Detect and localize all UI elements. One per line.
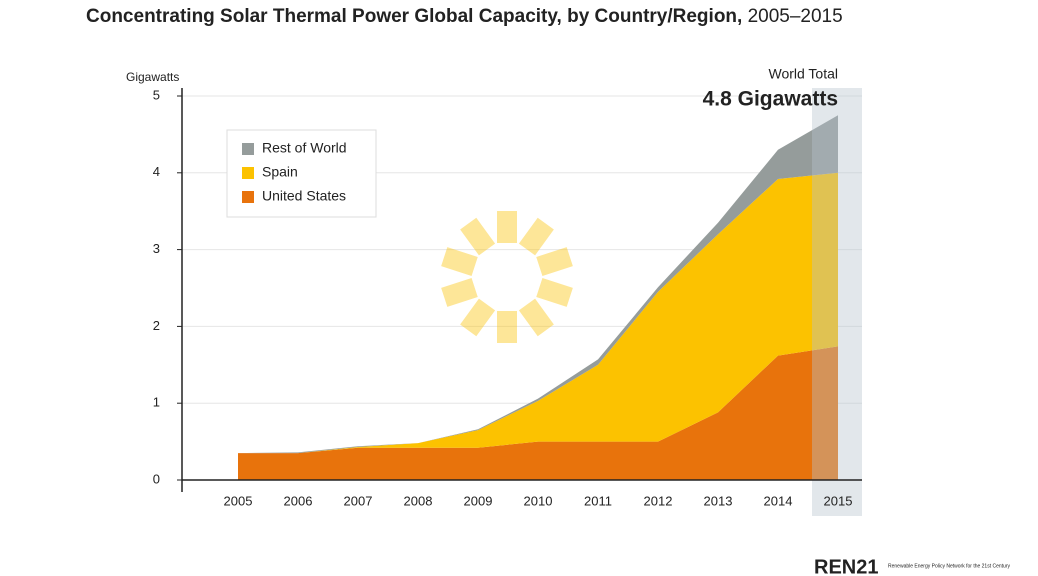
x-tick-label: 2011 — [584, 493, 612, 508]
x-tick-label: 2005 — [224, 493, 253, 508]
legend-swatch — [242, 167, 254, 179]
legend-swatch — [242, 191, 254, 203]
legend: Rest of World Spain United States — [242, 140, 347, 204]
legend-label: Spain — [262, 164, 298, 180]
legend-label: Rest of World — [262, 140, 347, 156]
x-tick-label: 2014 — [764, 493, 793, 508]
y-tick-label: 1 — [153, 395, 160, 410]
annotation-label: World Total — [768, 66, 838, 82]
chart-title: Concentrating Solar Thermal Power Global… — [86, 6, 843, 27]
x-tick-label: 2010 — [524, 493, 553, 508]
x-tick-label: 2015 — [824, 493, 853, 508]
highlight-band — [812, 88, 862, 516]
x-tick-label: 2013 — [704, 493, 733, 508]
x-tick-label: 2009 — [464, 493, 493, 508]
y-tick-label: 5 — [153, 87, 160, 102]
logo-caption: Renewable Energy Policy Network for the … — [888, 563, 1011, 569]
y-axis-label: Gigawatts — [126, 70, 179, 84]
y-tick-label: 4 — [153, 164, 160, 179]
area — [238, 172, 838, 454]
sun-icon — [441, 211, 573, 343]
x-tick-label: 2008 — [404, 493, 433, 508]
y-tick-label: 2 — [153, 318, 160, 333]
area — [238, 346, 838, 480]
sun-rays — [441, 211, 573, 343]
legend-label: United States — [262, 188, 346, 204]
annotation-value: 4.8 Gigawatts — [703, 88, 838, 111]
y-tick-label: 3 — [153, 241, 160, 256]
legend-swatch — [242, 143, 254, 155]
x-tick-label: 2012 — [644, 493, 673, 508]
x-tick-label: 2006 — [284, 493, 313, 508]
areas — [238, 115, 838, 480]
logo: REN21 — [814, 556, 878, 576]
x-tick-label: 2007 — [344, 493, 373, 508]
axes: 0 1 2 3 4 5 2005 2006 2007 2008 2009 2010 2011 2012 20… — [153, 87, 862, 508]
title-period: 2005–2015 — [748, 6, 843, 27]
y-tick-label: 0 — [153, 471, 160, 486]
title-main: Concentrating Solar Thermal Power Global… — [86, 6, 742, 27]
